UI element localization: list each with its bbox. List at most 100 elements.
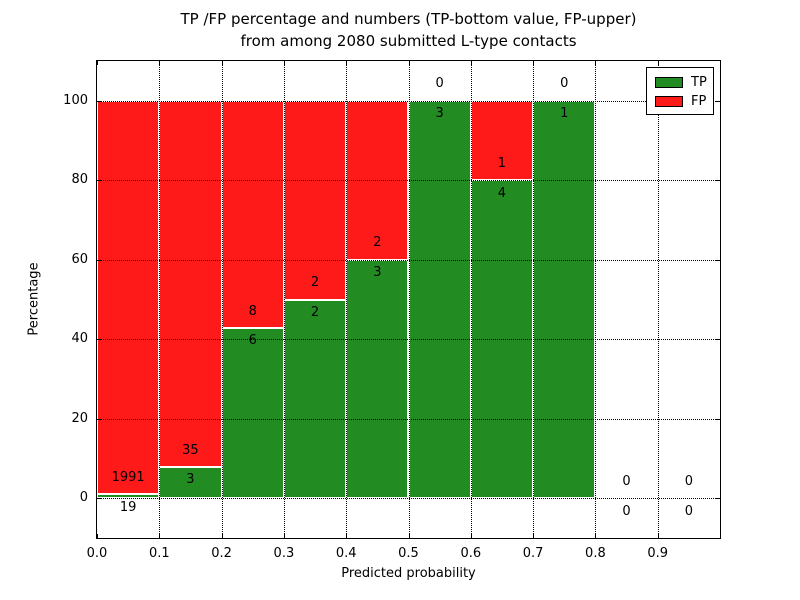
legend-swatch-fp bbox=[655, 96, 683, 107]
x-tick-label: 0.2 bbox=[211, 546, 232, 561]
x-gridline bbox=[283, 61, 285, 538]
tp-count-label: 3 bbox=[186, 472, 195, 488]
y-gridline bbox=[97, 100, 720, 102]
y-gridline bbox=[97, 259, 720, 261]
x-tickmark-top bbox=[595, 61, 597, 65]
bar-segment-tp bbox=[408, 100, 471, 499]
x-tickmark-bottom bbox=[283, 534, 285, 538]
y-tickmark-left bbox=[97, 339, 101, 341]
x-tickmark-bottom bbox=[470, 534, 472, 538]
legend-label: TP bbox=[691, 74, 707, 90]
legend-swatch-tp bbox=[655, 77, 683, 88]
fp-count-label: 0 bbox=[622, 473, 631, 489]
y-tickmark-right bbox=[716, 100, 720, 102]
tp-count-label: 1 bbox=[560, 106, 569, 122]
fp-count-label: 2 bbox=[310, 275, 320, 291]
fp-count-label: 2 bbox=[373, 235, 382, 251]
fp-count-label: 0 bbox=[684, 473, 693, 489]
y-tick-label: 60 bbox=[71, 251, 88, 267]
y-tickmark-left bbox=[97, 180, 101, 182]
y-tick-label: 80 bbox=[71, 172, 88, 188]
y-tickmark-right bbox=[716, 498, 720, 500]
bar-segment-tp bbox=[533, 100, 596, 499]
y-tickmark-left bbox=[97, 418, 101, 420]
bar-segment-tp bbox=[97, 494, 160, 499]
x-tickmark-top bbox=[221, 61, 223, 65]
legend: TP FP bbox=[646, 67, 714, 115]
chart-title-line1: TP /FP percentage and numbers (TP-bottom… bbox=[180, 10, 637, 28]
x-gridline bbox=[221, 61, 223, 538]
chart-title: TP /FP percentage and numbers (TP-bottom… bbox=[96, 8, 721, 52]
x-tickmark-top bbox=[159, 61, 161, 65]
x-tickmark-top bbox=[533, 61, 535, 65]
y-tick-label: 40 bbox=[71, 331, 88, 347]
x-tick-label: 0.3 bbox=[273, 546, 295, 561]
x-tick-label: 0.6 bbox=[460, 546, 482, 561]
x-tickmark-top bbox=[97, 61, 98, 65]
tp-count-label: 3 bbox=[435, 106, 444, 122]
legend-item: TP bbox=[647, 73, 713, 92]
tp-count-label: 0 bbox=[684, 503, 693, 519]
bar-segment-tp bbox=[283, 299, 347, 499]
fp-count-label: 8 bbox=[248, 303, 257, 319]
y-tick-label: 100 bbox=[63, 92, 88, 108]
x-gridline bbox=[408, 61, 410, 538]
x-gridline bbox=[470, 61, 472, 538]
y-axis-title: Percentage bbox=[26, 262, 42, 336]
x-tickmark-top bbox=[470, 61, 472, 65]
x-tick-label: 0.1 bbox=[148, 546, 170, 561]
x-tick-label: 0.7 bbox=[522, 546, 544, 561]
tp-count-label: 0 bbox=[622, 503, 631, 519]
fp-count-label: 1991 bbox=[111, 470, 145, 486]
plot-area: 1991 19 35 3 8 6 2 2 2 3 0 3 1 4 0 1 0 0 0 0 TP FP bbox=[96, 60, 721, 539]
bar-segment-fp bbox=[221, 100, 284, 328]
y-tickmark-left bbox=[97, 100, 101, 102]
x-tickmark-bottom bbox=[533, 534, 535, 538]
y-tickmark-right bbox=[716, 339, 720, 341]
x-tickmark-bottom bbox=[408, 534, 410, 538]
x-tickmark-bottom bbox=[221, 534, 223, 538]
y-tickmark-left bbox=[97, 259, 101, 261]
y-gridline bbox=[97, 339, 720, 341]
y-gridline bbox=[97, 418, 720, 420]
x-tick-label: 0.4 bbox=[335, 546, 357, 561]
x-tickmark-bottom bbox=[346, 534, 348, 538]
x-tickmark-bottom bbox=[657, 534, 659, 538]
bar-segment-fp bbox=[283, 100, 347, 300]
x-gridline bbox=[657, 61, 659, 538]
y-gridline bbox=[97, 180, 720, 182]
y-tick-label: 0 bbox=[79, 490, 88, 506]
y-tickmark-right bbox=[716, 418, 720, 420]
fp-count-label: 0 bbox=[560, 76, 569, 92]
tp-count-label: 3 bbox=[373, 265, 382, 281]
x-axis-title: Predicted probability bbox=[341, 566, 476, 581]
x-tick-label: 0.0 bbox=[86, 546, 108, 561]
bar-segment-fp bbox=[97, 100, 160, 495]
x-tickmark-bottom bbox=[97, 534, 98, 538]
tp-count-label: 2 bbox=[310, 305, 320, 320]
y-tickmark-right bbox=[716, 180, 720, 182]
legend-item: FP bbox=[647, 92, 713, 111]
tp-count-label: 4 bbox=[497, 185, 507, 201]
bar-segment-fp bbox=[159, 100, 222, 467]
x-tick-label: 0.9 bbox=[647, 546, 669, 561]
x-tickmark-top bbox=[283, 61, 285, 65]
x-gridline bbox=[595, 61, 597, 538]
y-tickmark-left bbox=[97, 498, 101, 500]
y-tickmark-right bbox=[716, 259, 720, 261]
y-tick-label: 20 bbox=[71, 410, 88, 426]
chart-title-line2: from among 2080 submitted L-type contact… bbox=[240, 32, 577, 50]
fp-count-label: 1 bbox=[497, 155, 507, 171]
bar-segment-tp bbox=[221, 327, 284, 499]
bar-segment-tp bbox=[346, 259, 409, 499]
x-tick-label: 0.5 bbox=[398, 546, 419, 561]
legend-label: FP bbox=[691, 93, 707, 109]
y-gridline bbox=[97, 498, 720, 500]
x-gridline bbox=[346, 61, 348, 538]
x-gridline bbox=[533, 61, 535, 538]
x-tickmark-top bbox=[346, 61, 348, 65]
x-tickmark-top bbox=[408, 61, 410, 65]
tp-count-label: 19 bbox=[119, 500, 137, 515]
x-tickmark-bottom bbox=[595, 534, 597, 538]
